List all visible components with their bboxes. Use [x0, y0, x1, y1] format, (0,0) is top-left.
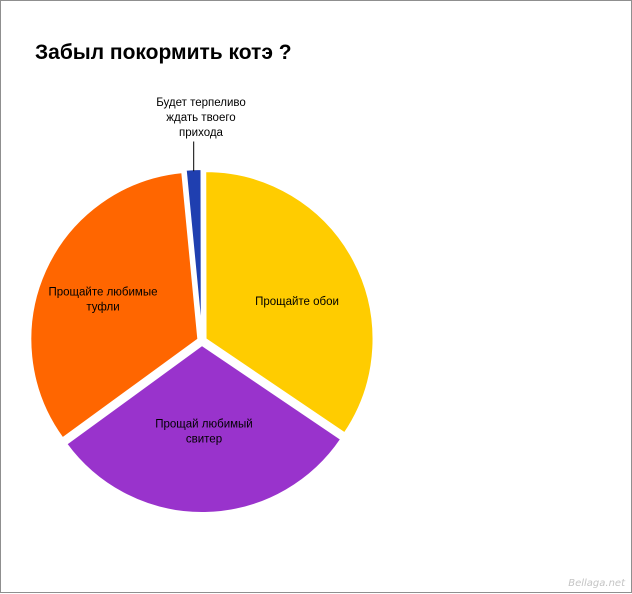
chart-title: Забыл покормить котэ ? — [35, 41, 292, 64]
pie-slice — [29, 171, 200, 440]
pie-slice — [64, 343, 343, 514]
pie-slice — [204, 170, 375, 435]
slice-label: Прощайте обои — [255, 296, 339, 308]
slice-label: Прощайте любимые туфли — [49, 287, 158, 314]
slice-label: Прощай любимый свитер — [155, 419, 252, 446]
watermark: Bellaga.net — [568, 578, 625, 589]
slice-label: Будет терпеливо ждать твоего прихода — [156, 97, 246, 139]
